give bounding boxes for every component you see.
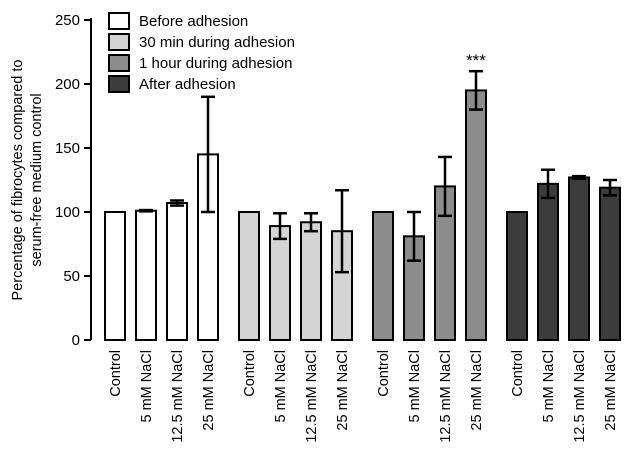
bars: *** bbox=[104, 51, 621, 342]
x-tick-label: 12.5 mM NaCl bbox=[438, 350, 454, 443]
x-axis-labels: Control 5 mM NaCl 12.5 mM NaCl 25 mM NaCl Co… bbox=[108, 350, 619, 443]
y-axis-title-line: serum-free medium control bbox=[29, 93, 45, 266]
bar bbox=[568, 176, 590, 341]
x-tick-label: 5 mM NaCl bbox=[139, 350, 155, 423]
x-tick-label: Control bbox=[510, 350, 526, 397]
bar bbox=[104, 211, 126, 341]
x-tick-label: 12.5 mM NaCl bbox=[304, 350, 320, 443]
legend-swatch bbox=[108, 12, 130, 30]
x-tick-label: 5 mM NaCl bbox=[273, 350, 289, 423]
legend-label: 1 hour during adhesion bbox=[139, 55, 292, 72]
x-tick-label: Control bbox=[108, 350, 124, 397]
legend-label: Before adhesion bbox=[139, 13, 248, 30]
x-tick-label: 5 mM NaCl bbox=[407, 350, 423, 423]
significance-annotation: *** bbox=[466, 51, 486, 70]
legend: Before adhesion 30 min during adhesion 1 h… bbox=[108, 12, 295, 93]
x-tick-label: 25 mM NaCl bbox=[335, 350, 351, 431]
bar bbox=[300, 221, 322, 342]
bar bbox=[599, 186, 621, 341]
x-tick-label: 25 mM NaCl bbox=[469, 350, 485, 431]
x-tick-label: 25 mM NaCl bbox=[603, 350, 619, 431]
y-tick-label: 50 bbox=[63, 268, 80, 285]
x-tick-label: 12.5 mM NaCl bbox=[572, 350, 588, 443]
y-tick-label: 100 bbox=[55, 204, 80, 221]
bar bbox=[269, 225, 291, 341]
x-tick-label: 12.5 mM NaCl bbox=[170, 350, 186, 443]
y-tick-label: 250 bbox=[55, 12, 80, 29]
legend-swatch bbox=[108, 54, 130, 72]
x-tick-label: 5 mM NaCl bbox=[541, 350, 557, 423]
y-axis-title-line: Percentage of fibrocytes compared to bbox=[10, 60, 26, 301]
legend-label: After adhesion bbox=[139, 76, 236, 93]
y-axis-title: Percentage of fibrocytes compared to seru… bbox=[10, 60, 45, 301]
y-tick-label: 150 bbox=[55, 140, 80, 157]
y-tick-label: 0 bbox=[72, 332, 80, 349]
legend-swatch bbox=[108, 33, 130, 51]
legend-swatch bbox=[108, 75, 130, 93]
x-tick-label: Control bbox=[242, 350, 258, 397]
bar bbox=[506, 211, 528, 341]
x-tick-label: Control bbox=[376, 350, 392, 397]
bar bbox=[372, 211, 394, 341]
bar bbox=[238, 211, 260, 341]
bar bbox=[135, 209, 157, 341]
bar bbox=[537, 182, 559, 341]
bar bbox=[166, 202, 188, 341]
bar bbox=[465, 89, 487, 342]
x-tick-label: 25 mM NaCl bbox=[201, 350, 217, 431]
y-axis: 0 50 100 150 200 250 bbox=[55, 12, 92, 349]
y-tick-label: 200 bbox=[55, 76, 80, 93]
legend-label: 30 min during adhesion bbox=[139, 34, 295, 51]
